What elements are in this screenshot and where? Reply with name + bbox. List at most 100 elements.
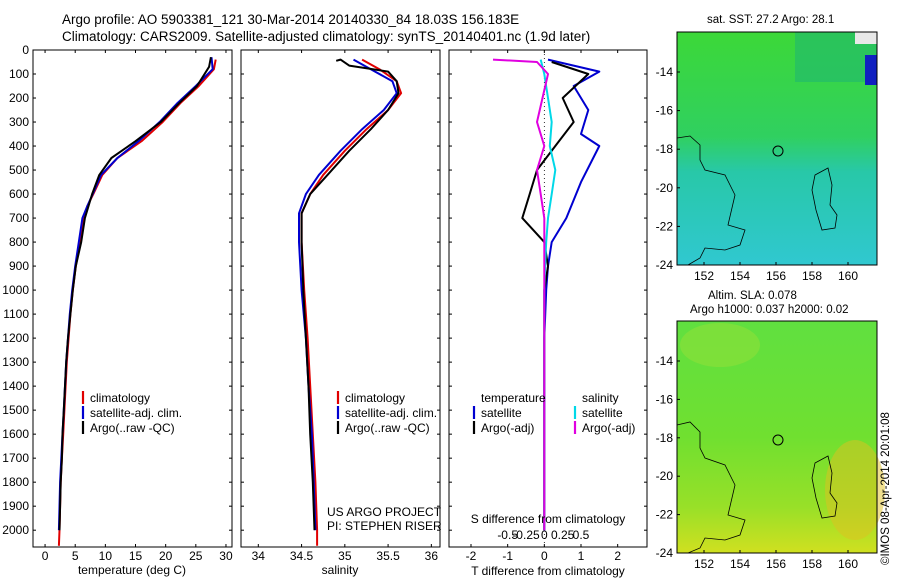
- depth-tick-label: 1300: [2, 355, 29, 369]
- sst-cold-patch: [865, 55, 877, 85]
- depth-tick-label: 0: [22, 43, 29, 57]
- legend-climatology: climatology: [345, 391, 405, 405]
- temperature-xlabel: temperature (deg C): [78, 563, 186, 577]
- series-line-satellite-adj-clim: [298, 58, 398, 531]
- sst-map-axes: -14 -16 -18 -20 -22 -24 152 154 156 158 160: [656, 65, 859, 283]
- depth-tick-label: 1400: [2, 379, 29, 393]
- series-line-argo-raw-qc: [58, 57, 212, 531]
- legend-s-argo: Argo(-adj): [582, 421, 635, 435]
- sst-map: [676, 31, 878, 266]
- series-line-salinity-argo-adj: [492, 58, 549, 531]
- map-y-tick-label: -14: [656, 65, 674, 79]
- depth-tick-label: 1900: [2, 499, 29, 513]
- map-y-tick-label: -18: [656, 431, 674, 445]
- x-tick-label: 0: [541, 549, 548, 563]
- sst-map-frame: [676, 31, 878, 266]
- climatology-subtitle: Climatology: CARS2009. Satellite-adjuste…: [62, 29, 591, 44]
- difference-legend: temperature salinity satellite Argo(-adj…: [472, 391, 635, 435]
- map-x-tick-label: 154: [730, 557, 750, 571]
- map-y-tick-label: -16: [656, 392, 674, 406]
- s-difference-label: S difference from climatology: [471, 512, 626, 526]
- imos-timestamp: ©IMOS 08-Apr-2014 20:01:08: [880, 412, 892, 565]
- sst-cloud-patch: [855, 32, 877, 44]
- difference-xlabel: T difference from climatology: [471, 564, 625, 578]
- legend-argo: Argo(..raw -QC): [90, 421, 175, 435]
- x-tick-label: 35.5: [376, 549, 400, 563]
- map-x-tick-label: 158: [802, 557, 822, 571]
- sst-caption: sat. SST: 27.2 Argo: 28.1: [707, 14, 835, 26]
- s-tick-label: 0.25: [551, 528, 575, 542]
- x-tick-label: 1: [578, 549, 585, 563]
- legend-t-argo: Argo(-adj): [481, 421, 534, 435]
- legend-s-satellite: satellite: [582, 406, 623, 420]
- x-tick-label: 34.5: [290, 549, 314, 563]
- legend-satellite: satellite-adj. clim.: [90, 406, 182, 420]
- x-tick-label: -2: [466, 549, 477, 563]
- depth-tick-label: 1000: [2, 283, 29, 297]
- sla-map: [676, 320, 885, 554]
- depth-tick-label: 1100: [3, 307, 29, 321]
- salinity-legend: climatology satellite-adj. clim. Argo(..…: [327, 391, 442, 533]
- sla-high-patch: [680, 323, 760, 367]
- x-tick-label: 30: [219, 549, 233, 563]
- sla-argo-marker: [772, 434, 784, 446]
- series-line-climatology: [57, 59, 217, 546]
- sla-map-axes: -14 -16 -18 -20 -22 -24 152 154 156 158 160: [656, 354, 859, 571]
- s-tick-label: -0.5: [497, 528, 518, 542]
- legend-argo: Argo(..raw -QC): [345, 421, 430, 435]
- map-x-tick-label: 160: [838, 269, 858, 283]
- x-tick-label: 2: [614, 549, 621, 563]
- profile-title: Argo profile: AO 5903381_121 30-Mar-2014…: [62, 12, 520, 27]
- map-x-tick-label: 160: [838, 557, 858, 571]
- map-x-tick-label: 156: [766, 269, 786, 283]
- depth-tick-label: 1200: [2, 331, 29, 345]
- depth-tick-label: 1500: [2, 403, 29, 417]
- s-tick-label: -0.25: [512, 528, 540, 542]
- legend-satellite: satellite-adj. clim.: [345, 406, 437, 420]
- s-tick-label: 0.5: [573, 528, 590, 542]
- difference-panel: [448, 49, 648, 548]
- x-tick-label: 0: [42, 549, 49, 563]
- map-y-tick-label: -22: [656, 219, 674, 233]
- depth-tick-label: 1600: [2, 427, 29, 441]
- depth-tick-label: 400: [9, 139, 29, 153]
- series-line-temperature-satellite: [543, 58, 601, 531]
- depth-tick-label: 700: [9, 211, 29, 225]
- temperature-panel: [32, 49, 233, 548]
- sla-yellow-patch: [825, 440, 885, 540]
- map-x-tick-label: 158: [802, 269, 822, 283]
- sla-reef-contour: [811, 455, 838, 519]
- depth-tick-label: 1800: [2, 475, 29, 489]
- map-y-tick-label: -24: [656, 258, 674, 272]
- depth-tick-label: 100: [9, 67, 29, 81]
- map-y-tick-label: -24: [656, 546, 674, 560]
- map-y-tick-label: -20: [656, 469, 674, 483]
- sst-argo-marker: [772, 145, 784, 157]
- sla-coast-contour: [676, 421, 746, 554]
- sla-map-frame: [676, 320, 878, 554]
- depth-tick-label: 800: [9, 235, 29, 249]
- project-note: US ARGO PROJECT: [327, 505, 442, 519]
- series-line-temperature-argo-adj: [521, 61, 590, 531]
- x-tick-label: 10: [99, 549, 113, 563]
- pi-note: PI: STEPHEN RISER: [327, 519, 442, 533]
- legend-salinity-title: salinity: [582, 391, 619, 405]
- temperature-legend: climatology satellite-adj. clim. Argo(..…: [81, 391, 182, 435]
- depth-tick-label: 200: [9, 91, 29, 105]
- x-tick-label: -1: [502, 549, 513, 563]
- series-line-satellite-adj-clim: [57, 57, 214, 531]
- sla-caption-1: Altim. SLA: 0.078: [708, 290, 797, 302]
- depth-tick-label: 1700: [2, 451, 29, 465]
- map-y-tick-label: -14: [656, 354, 674, 368]
- map-y-tick-label: -20: [656, 181, 674, 195]
- x-tick-label: 36: [425, 549, 439, 563]
- salinity-panel: [240, 49, 441, 548]
- x-tick-label: 25: [189, 549, 203, 563]
- depth-tick-label: 900: [9, 259, 29, 273]
- map-y-tick-label: -22: [656, 508, 674, 522]
- depth-tick-label: 2000: [2, 523, 29, 537]
- x-tick-label: 15: [129, 549, 143, 563]
- sst-coast-contour: [676, 135, 746, 266]
- legend-temperature-title: temperature: [481, 391, 546, 405]
